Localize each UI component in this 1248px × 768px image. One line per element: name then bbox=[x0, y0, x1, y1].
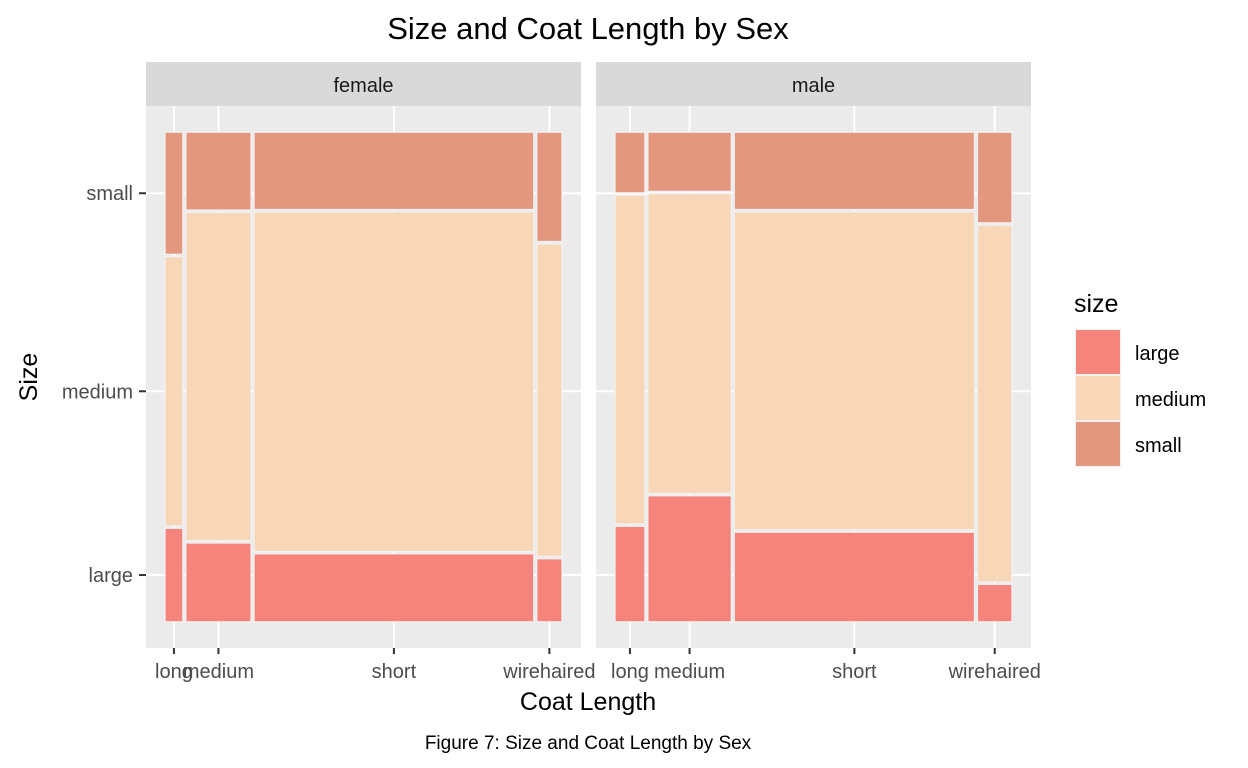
tile-short-small bbox=[733, 131, 976, 211]
x-tick-label: wirehaired bbox=[948, 661, 1041, 683]
y-tick-label: medium bbox=[62, 381, 133, 403]
figure-caption: Figure 7: Size and Coat Length by Sex bbox=[425, 733, 752, 754]
tile-medium-small bbox=[647, 131, 732, 192]
x-tick-label: medium bbox=[654, 661, 725, 683]
tile-short-medium bbox=[253, 211, 535, 553]
legend-keys: large medium small bbox=[1075, 329, 1206, 467]
legend-swatch-large bbox=[1076, 330, 1120, 374]
legend-title: size bbox=[1074, 290, 1118, 318]
x-axis-label: Coat Length bbox=[520, 688, 656, 716]
tile-long-small bbox=[614, 131, 646, 194]
x-tick-label: long bbox=[611, 661, 649, 683]
tile-medium-large bbox=[647, 495, 732, 623]
tile-long-large bbox=[614, 525, 646, 623]
tile-short-small bbox=[253, 131, 535, 211]
legend-label: medium bbox=[1135, 389, 1206, 411]
facet-strip bbox=[146, 62, 581, 106]
mosaic-tiles bbox=[614, 131, 1013, 623]
facet-strip-label: male bbox=[792, 75, 835, 97]
tile-long-large bbox=[164, 527, 184, 623]
legend-label: small bbox=[1135, 435, 1182, 457]
tile-wirehaired-small bbox=[976, 131, 1013, 224]
tile-medium-medium bbox=[185, 211, 252, 542]
legend-swatch-medium bbox=[1076, 376, 1120, 420]
x-tick-label: wirehaired bbox=[502, 661, 595, 683]
y-tick-label: small bbox=[86, 183, 133, 205]
facet-male: male long medium short wirehaired bbox=[596, 62, 1041, 683]
y-axis-label: Size bbox=[15, 353, 43, 402]
mosaic-tiles bbox=[164, 131, 563, 623]
y-tick-label: large bbox=[89, 565, 133, 587]
tile-short-large bbox=[733, 531, 976, 623]
tile-long-small bbox=[164, 131, 184, 255]
x-tick-label: short bbox=[372, 661, 417, 683]
x-tick-label: short bbox=[832, 661, 877, 683]
chart-title: Size and Coat Length by Sex bbox=[387, 11, 789, 46]
x-tick-label: medium bbox=[183, 661, 254, 683]
tile-medium-small bbox=[185, 131, 252, 211]
tile-wirehaired-medium bbox=[536, 243, 563, 557]
tile-long-medium bbox=[614, 194, 646, 525]
tile-wirehaired-large bbox=[536, 558, 563, 623]
legend: size large medium small bbox=[1074, 290, 1206, 467]
legend-label: large bbox=[1135, 343, 1179, 365]
y-axis: large medium small bbox=[62, 183, 146, 587]
x-tick-label: long bbox=[155, 661, 193, 683]
tile-medium-medium bbox=[647, 193, 732, 494]
tile-long-medium bbox=[164, 256, 184, 527]
tile-wirehaired-small bbox=[536, 131, 563, 243]
tile-short-large bbox=[253, 553, 535, 623]
tile-medium-large bbox=[185, 542, 252, 623]
legend-swatch-small bbox=[1076, 422, 1120, 466]
facet-strip bbox=[596, 62, 1031, 106]
tile-wirehaired-large bbox=[976, 583, 1013, 623]
tile-short-medium bbox=[733, 211, 976, 531]
tile-wirehaired-medium bbox=[976, 224, 1013, 583]
facet-strip-label: female bbox=[333, 75, 393, 97]
